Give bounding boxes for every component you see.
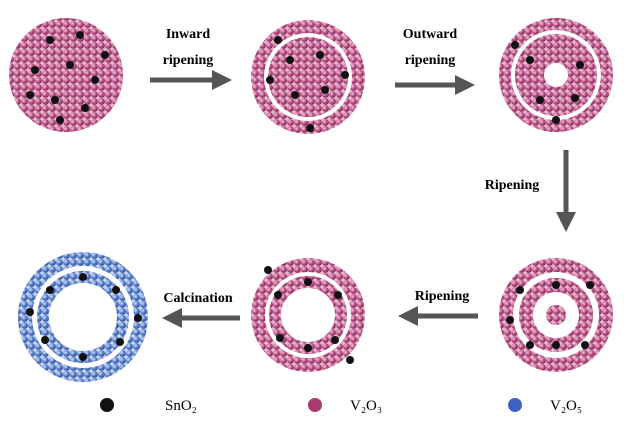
- step-label: Outward: [403, 27, 458, 42]
- legend-swatch: [100, 398, 114, 412]
- legend-swatch: [508, 398, 522, 412]
- legend-label: V₂O₅: [550, 398, 582, 414]
- sphere-2: [251, 20, 365, 134]
- step-label: Calcination: [163, 291, 232, 306]
- sphere-6: [25, 259, 142, 375]
- legend-label: V₂O₃: [350, 398, 382, 414]
- legend-swatch: [308, 398, 322, 412]
- step-label: Ripening: [485, 178, 539, 193]
- sphere-1: [9, 18, 123, 132]
- sphere-3: [499, 18, 613, 132]
- arrows: [150, 80, 566, 318]
- diagram: Inward ripening Outward ripening Ripenin…: [0, 0, 624, 431]
- step-label: Inward: [166, 27, 211, 42]
- sphere-5: [258, 265, 358, 365]
- step-label: ripening: [405, 53, 456, 68]
- legend-label: SnO₂: [165, 398, 197, 414]
- sphere-4: [506, 265, 606, 365]
- step-label: Ripening: [415, 289, 469, 304]
- step-label: ripening: [163, 53, 214, 68]
